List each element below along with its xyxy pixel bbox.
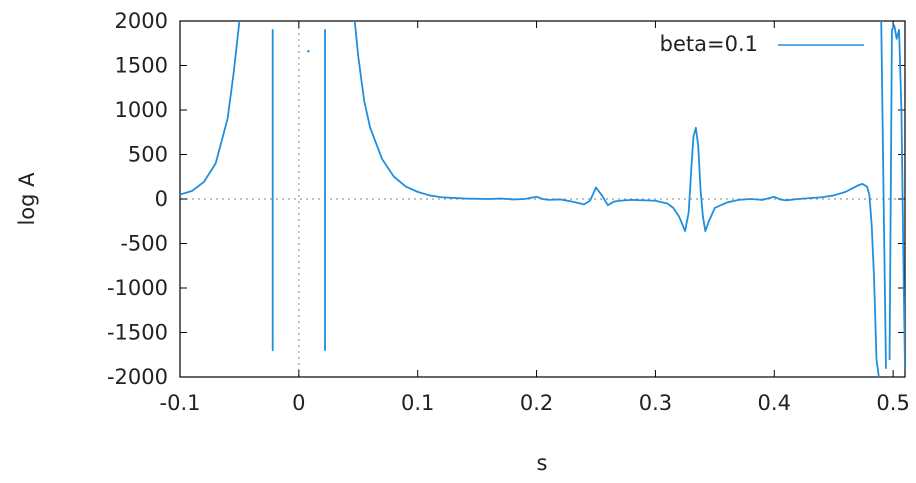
y-axis-label: log A bbox=[15, 172, 39, 226]
series-segment bbox=[888, 24, 905, 369]
x-tick-label: 0.5 bbox=[876, 391, 909, 415]
y-tick-label: 2000 bbox=[115, 9, 168, 33]
legend: beta=0.1 bbox=[660, 32, 864, 56]
x-tick-label: 0 bbox=[292, 391, 305, 415]
y-tick-labels: -2000 -1500 -1000 -500 0 500 1000 1500 2000 bbox=[107, 9, 168, 389]
x-tick-labels: -0.1 0 0.1 0.2 0.3 0.4 0.5 bbox=[160, 391, 910, 415]
series-segment bbox=[880, 21, 887, 369]
x-tick-label: 0.3 bbox=[639, 391, 672, 415]
y-tick-label: 500 bbox=[128, 143, 168, 167]
axis-ticks bbox=[179, 20, 905, 378]
legend-label: beta=0.1 bbox=[660, 32, 758, 56]
y-tick-label: 0 bbox=[155, 187, 168, 211]
series-segment bbox=[353, 21, 880, 377]
series-point bbox=[307, 50, 310, 53]
y-tick-label: -1500 bbox=[107, 321, 168, 345]
x-axis-label: s bbox=[537, 451, 548, 475]
y-tick-label: 1500 bbox=[115, 54, 168, 78]
x-tick-label: 0.2 bbox=[520, 391, 553, 415]
series-layer bbox=[180, 21, 905, 377]
series-segment bbox=[180, 21, 241, 196]
y-tick-label: 1000 bbox=[115, 98, 168, 122]
y-tick-label: -2000 bbox=[107, 365, 168, 389]
zero-lines bbox=[180, 21, 905, 377]
series-line bbox=[180, 21, 905, 377]
x-tick-label: -0.1 bbox=[160, 391, 201, 415]
x-tick-label: 0.4 bbox=[758, 391, 791, 415]
y-tick-label: -500 bbox=[120, 232, 168, 256]
y-tick-label: -1000 bbox=[107, 276, 168, 300]
x-tick-label: 0.1 bbox=[401, 391, 434, 415]
